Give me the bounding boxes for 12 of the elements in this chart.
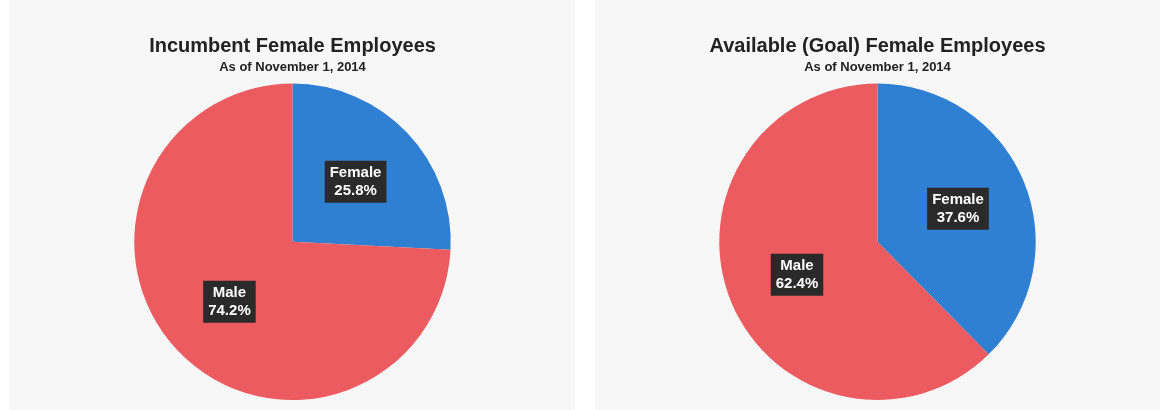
slice-label: Male xyxy=(780,255,814,273)
data-label: 74.2% xyxy=(208,300,251,318)
slice-label: Female xyxy=(932,189,984,207)
data-label: 62.4% xyxy=(775,273,819,291)
data-label: 25.8% xyxy=(334,180,377,198)
data-label: 37.6% xyxy=(936,207,980,225)
chart-subtitle: As of November 1, 2014 xyxy=(804,59,952,75)
chart-title: Incumbent Female Employees xyxy=(149,33,436,56)
slice-label: Male xyxy=(212,282,247,300)
chart-subtitle: As of November 1, 2014 xyxy=(219,59,367,75)
chart-title: Available (Goal) Female Employees xyxy=(709,33,1046,56)
slice-label: Female xyxy=(329,162,382,180)
